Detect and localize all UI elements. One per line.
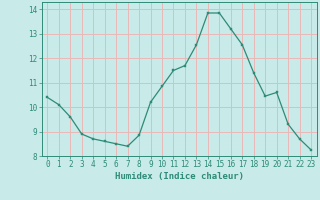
X-axis label: Humidex (Indice chaleur): Humidex (Indice chaleur) — [115, 172, 244, 181]
